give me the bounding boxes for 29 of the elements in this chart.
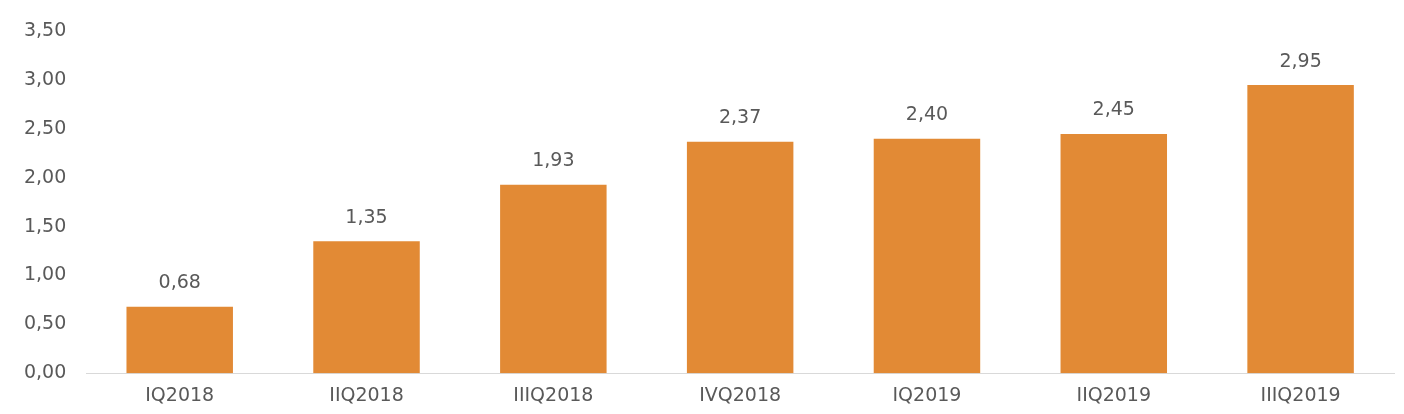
x-tick-label: IVQ2018 [699, 382, 782, 405]
x-tick-label: IQ2018 [145, 382, 215, 405]
y-tick-label: 2,50 [23, 115, 67, 138]
bar [1060, 133, 1168, 374]
y-tick-label: 0,00 [23, 360, 67, 383]
data-label: 1,35 [345, 204, 388, 227]
y-tick-label: 2,00 [23, 164, 67, 187]
data-label: 2,95 [1279, 48, 1322, 71]
x-tick-label: IIQ2018 [329, 382, 404, 405]
x-tick-label: IIQ2019 [1076, 382, 1152, 405]
data-label: 0,68 [158, 270, 201, 293]
x-tick-label: IQ2019 [892, 382, 962, 405]
y-tick-label: 1,50 [23, 213, 67, 236]
data-label: 2,37 [719, 105, 762, 128]
x-tick-label: IIIQ2019 [1260, 382, 1341, 405]
bar [686, 141, 794, 374]
bar [500, 184, 607, 374]
data-label: 1,93 [532, 148, 575, 171]
bar [1247, 85, 1354, 374]
y-tick-label: 0,50 [23, 311, 67, 334]
bar [873, 138, 981, 374]
bar [126, 306, 233, 374]
y-tick-label: 3,00 [23, 67, 67, 90]
data-label: 2,45 [1092, 97, 1135, 120]
data-label: 2,40 [905, 102, 949, 125]
x-tick-label: IIIQ2018 [513, 382, 594, 405]
bar [313, 241, 420, 374]
y-tick-label: 3,50 [23, 18, 67, 41]
y-tick-label: 1,00 [23, 262, 67, 285]
